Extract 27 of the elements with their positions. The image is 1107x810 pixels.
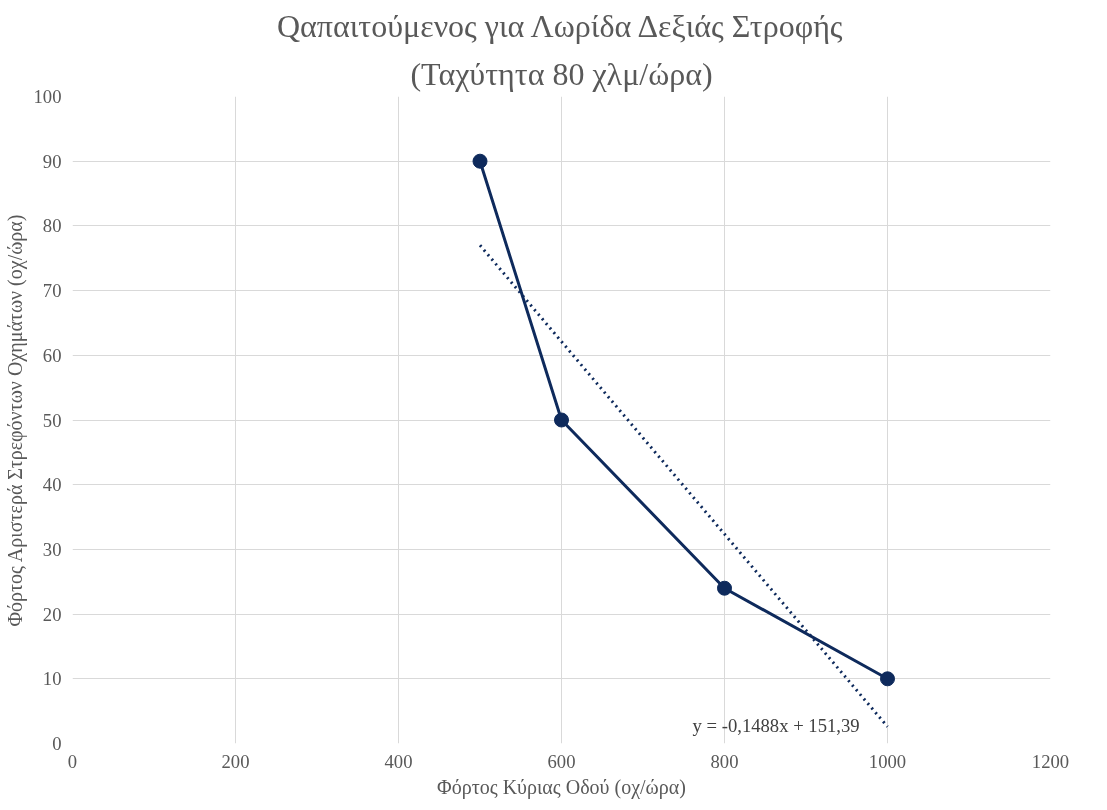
y-tick-label: 0: [52, 733, 62, 754]
x-tick-label: 400: [384, 750, 413, 772]
x-tick-label: 200: [221, 750, 250, 772]
annotation: y = -0,1488x + 151,39: [692, 714, 860, 736]
point: [717, 580, 732, 596]
chart-subtitle: (Ταχύτητα 80 χλμ/ώρα): [410, 55, 713, 92]
y-tick-label: 90: [42, 150, 62, 172]
x-tick-label: 1000: [868, 750, 907, 772]
point: [880, 671, 895, 687]
x-tick-label: 0: [67, 750, 78, 772]
y-tick-label: 100: [33, 86, 62, 107]
y-tick-label: 40: [42, 474, 62, 496]
x-tick-label: 800: [710, 750, 739, 772]
x-tick-label: 600: [547, 750, 576, 772]
y-tick-label: 70: [42, 280, 62, 302]
y-tick-label: 50: [42, 409, 62, 431]
x-axis-title: Φόρτος Κύριας Οδού (οχ/ώρα): [437, 775, 686, 799]
x-tick-label: 1200: [1031, 750, 1070, 772]
point: [554, 412, 569, 428]
point: [472, 153, 488, 169]
y-axis-title: Φόρτος Αριστερά Στρεφόντων Οχημάτων (οχ/ώρα): [3, 214, 27, 627]
y-tick-label: 80: [42, 215, 62, 237]
chart-title: Qαπαιτούμενος για Λωρίδα Δεξιάς Στροφής: [276, 7, 843, 44]
y-tick-label: 20: [42, 603, 62, 625]
y-tick-label: 60: [42, 344, 62, 366]
y-tick-label: 30: [42, 538, 62, 560]
y-tick-label: 10: [42, 668, 62, 690]
